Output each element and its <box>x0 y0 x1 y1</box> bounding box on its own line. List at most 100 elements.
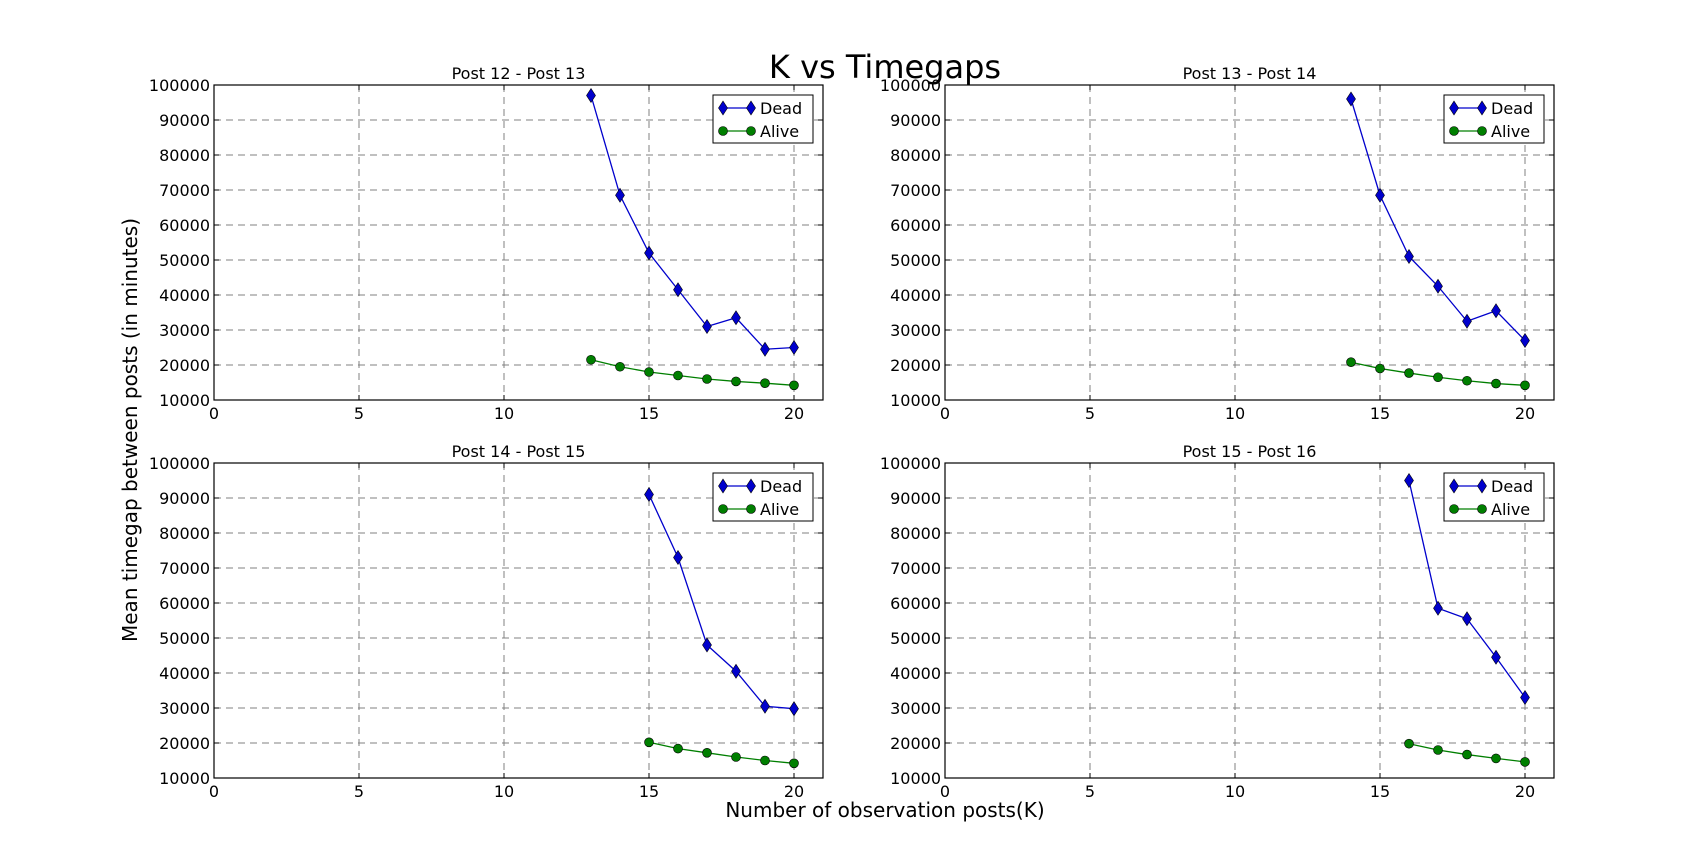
data-point-dead <box>644 486 654 503</box>
subplot-grid: Post 12 - Post 13 0 5 10 15 20 10000 20000 30000… <box>149 64 1555 801</box>
y-tick-label: 100000 <box>149 76 210 95</box>
x-tick-label: 0 <box>940 404 950 423</box>
x-tick-label: 20 <box>1515 782 1535 801</box>
data-point-alive <box>702 374 712 384</box>
x-tick-label: 0 <box>209 782 219 801</box>
legend-marker-dead <box>718 478 728 494</box>
data-point-alive <box>702 747 712 758</box>
y-tick-label: 50000 <box>159 629 210 648</box>
data-point-dead <box>1404 248 1414 265</box>
y-tick-label: 30000 <box>159 321 210 340</box>
data-point-dead <box>789 339 799 356</box>
legend-box <box>712 94 814 144</box>
data-point-dead <box>586 87 596 104</box>
data-point-alive <box>1404 738 1414 749</box>
data-point-dead <box>615 187 625 203</box>
y-tick-label: 40000 <box>890 286 941 305</box>
axes-frame <box>944 84 1555 401</box>
data-point-dead <box>1520 332 1530 349</box>
data-point-dead <box>1520 689 1530 706</box>
y-tick-label: 60000 <box>159 594 210 613</box>
legend-box <box>1443 472 1545 522</box>
data-point-alive <box>586 354 596 365</box>
data-point-alive <box>1433 372 1443 383</box>
data-point-alive <box>760 755 770 766</box>
data-point-dead <box>731 310 741 326</box>
x-tick-label: 15 <box>639 782 659 801</box>
y-tick-label: 50000 <box>890 251 941 270</box>
data-point-dead <box>673 549 683 566</box>
legend-marker-dead <box>1449 478 1459 494</box>
legend-marker-dead <box>718 100 728 116</box>
data-point-dead <box>1491 649 1501 665</box>
data-point-alive <box>1375 363 1385 374</box>
data-point-alive <box>1520 757 1530 767</box>
data-point-alive <box>644 367 654 377</box>
x-tick-label: 10 <box>1225 404 1245 423</box>
legend: Dead Alive <box>712 94 814 144</box>
x-tick-label: 10 <box>1225 782 1245 801</box>
legend-label-dead: Dead <box>760 99 802 118</box>
y-tick-label: 40000 <box>159 664 210 683</box>
series-line-dead <box>648 494 795 710</box>
y-tick-label: 80000 <box>159 524 210 543</box>
legend-box <box>1443 94 1545 144</box>
data-point-dead <box>1462 313 1472 329</box>
legend: Dead Alive <box>712 472 814 522</box>
y-tick-label: 40000 <box>159 286 210 305</box>
legend-marker-alive <box>746 126 756 136</box>
y-tick-label: 10000 <box>159 769 210 788</box>
data-point-alive <box>1433 745 1443 755</box>
y-tick-label: 70000 <box>890 181 941 200</box>
y-tick-label: 20000 <box>159 356 210 375</box>
subplot-title: Post 13 - Post 14 <box>1183 64 1317 83</box>
y-tick-label: 10000 <box>159 391 210 410</box>
x-tick-label: 10 <box>494 782 514 801</box>
y-axis-label: Mean timegap between posts (in minutes) <box>118 218 142 642</box>
y-tick-label: 90000 <box>159 489 210 508</box>
data-point-dead <box>760 341 770 357</box>
data-point-alive <box>673 370 683 381</box>
data-point-alive <box>615 361 625 372</box>
legend-marker-dead <box>746 478 756 494</box>
axes-frame <box>213 84 824 401</box>
axes-frame <box>213 462 824 779</box>
y-tick-label: 60000 <box>890 216 941 235</box>
y-tick-label: 50000 <box>159 251 210 270</box>
data-point-alive <box>731 376 741 387</box>
legend-label-dead: Dead <box>1491 99 1533 118</box>
x-tick-label: 20 <box>784 404 804 423</box>
data-point-alive <box>1346 357 1356 368</box>
legend: Dead Alive <box>1443 472 1545 522</box>
y-tick-label: 70000 <box>890 559 941 578</box>
y-tick-label: 20000 <box>159 734 210 753</box>
subplot-4: Post 15 - Post 16 0 5 10 15 20 10000 20000 30000… <box>880 442 1555 801</box>
data-point-dead <box>789 701 799 717</box>
data-point-alive <box>644 737 654 748</box>
x-axis-label: Number of observation posts(K) <box>725 798 1044 822</box>
y-tick-label: 60000 <box>159 216 210 235</box>
data-point-alive <box>1462 749 1472 760</box>
subplot-title: Post 12 - Post 13 <box>452 64 586 83</box>
data-point-dead <box>1346 91 1356 107</box>
x-tick-label: 10 <box>494 404 514 423</box>
data-point-alive <box>789 758 799 769</box>
data-point-dead <box>644 245 654 261</box>
y-tick-label: 90000 <box>159 111 210 130</box>
y-tick-label: 20000 <box>890 734 941 753</box>
series-line-dead <box>590 95 795 350</box>
data-point-alive <box>673 743 683 754</box>
data-point-dead <box>1404 472 1414 489</box>
legend-label-dead: Dead <box>760 477 802 496</box>
x-tick-label: 5 <box>354 404 364 423</box>
y-tick-label: 20000 <box>890 356 941 375</box>
data-point-dead <box>1491 303 1501 319</box>
subplot-1: Post 12 - Post 13 0 5 10 15 20 10000 20000 30000… <box>149 64 824 423</box>
subplot-title: Post 15 - Post 16 <box>1183 442 1317 461</box>
y-tick-label: 30000 <box>890 321 941 340</box>
y-tick-label: 70000 <box>159 559 210 578</box>
legend-marker-alive <box>746 504 756 514</box>
y-tick-label: 60000 <box>890 594 941 613</box>
axes-frame <box>944 462 1555 779</box>
